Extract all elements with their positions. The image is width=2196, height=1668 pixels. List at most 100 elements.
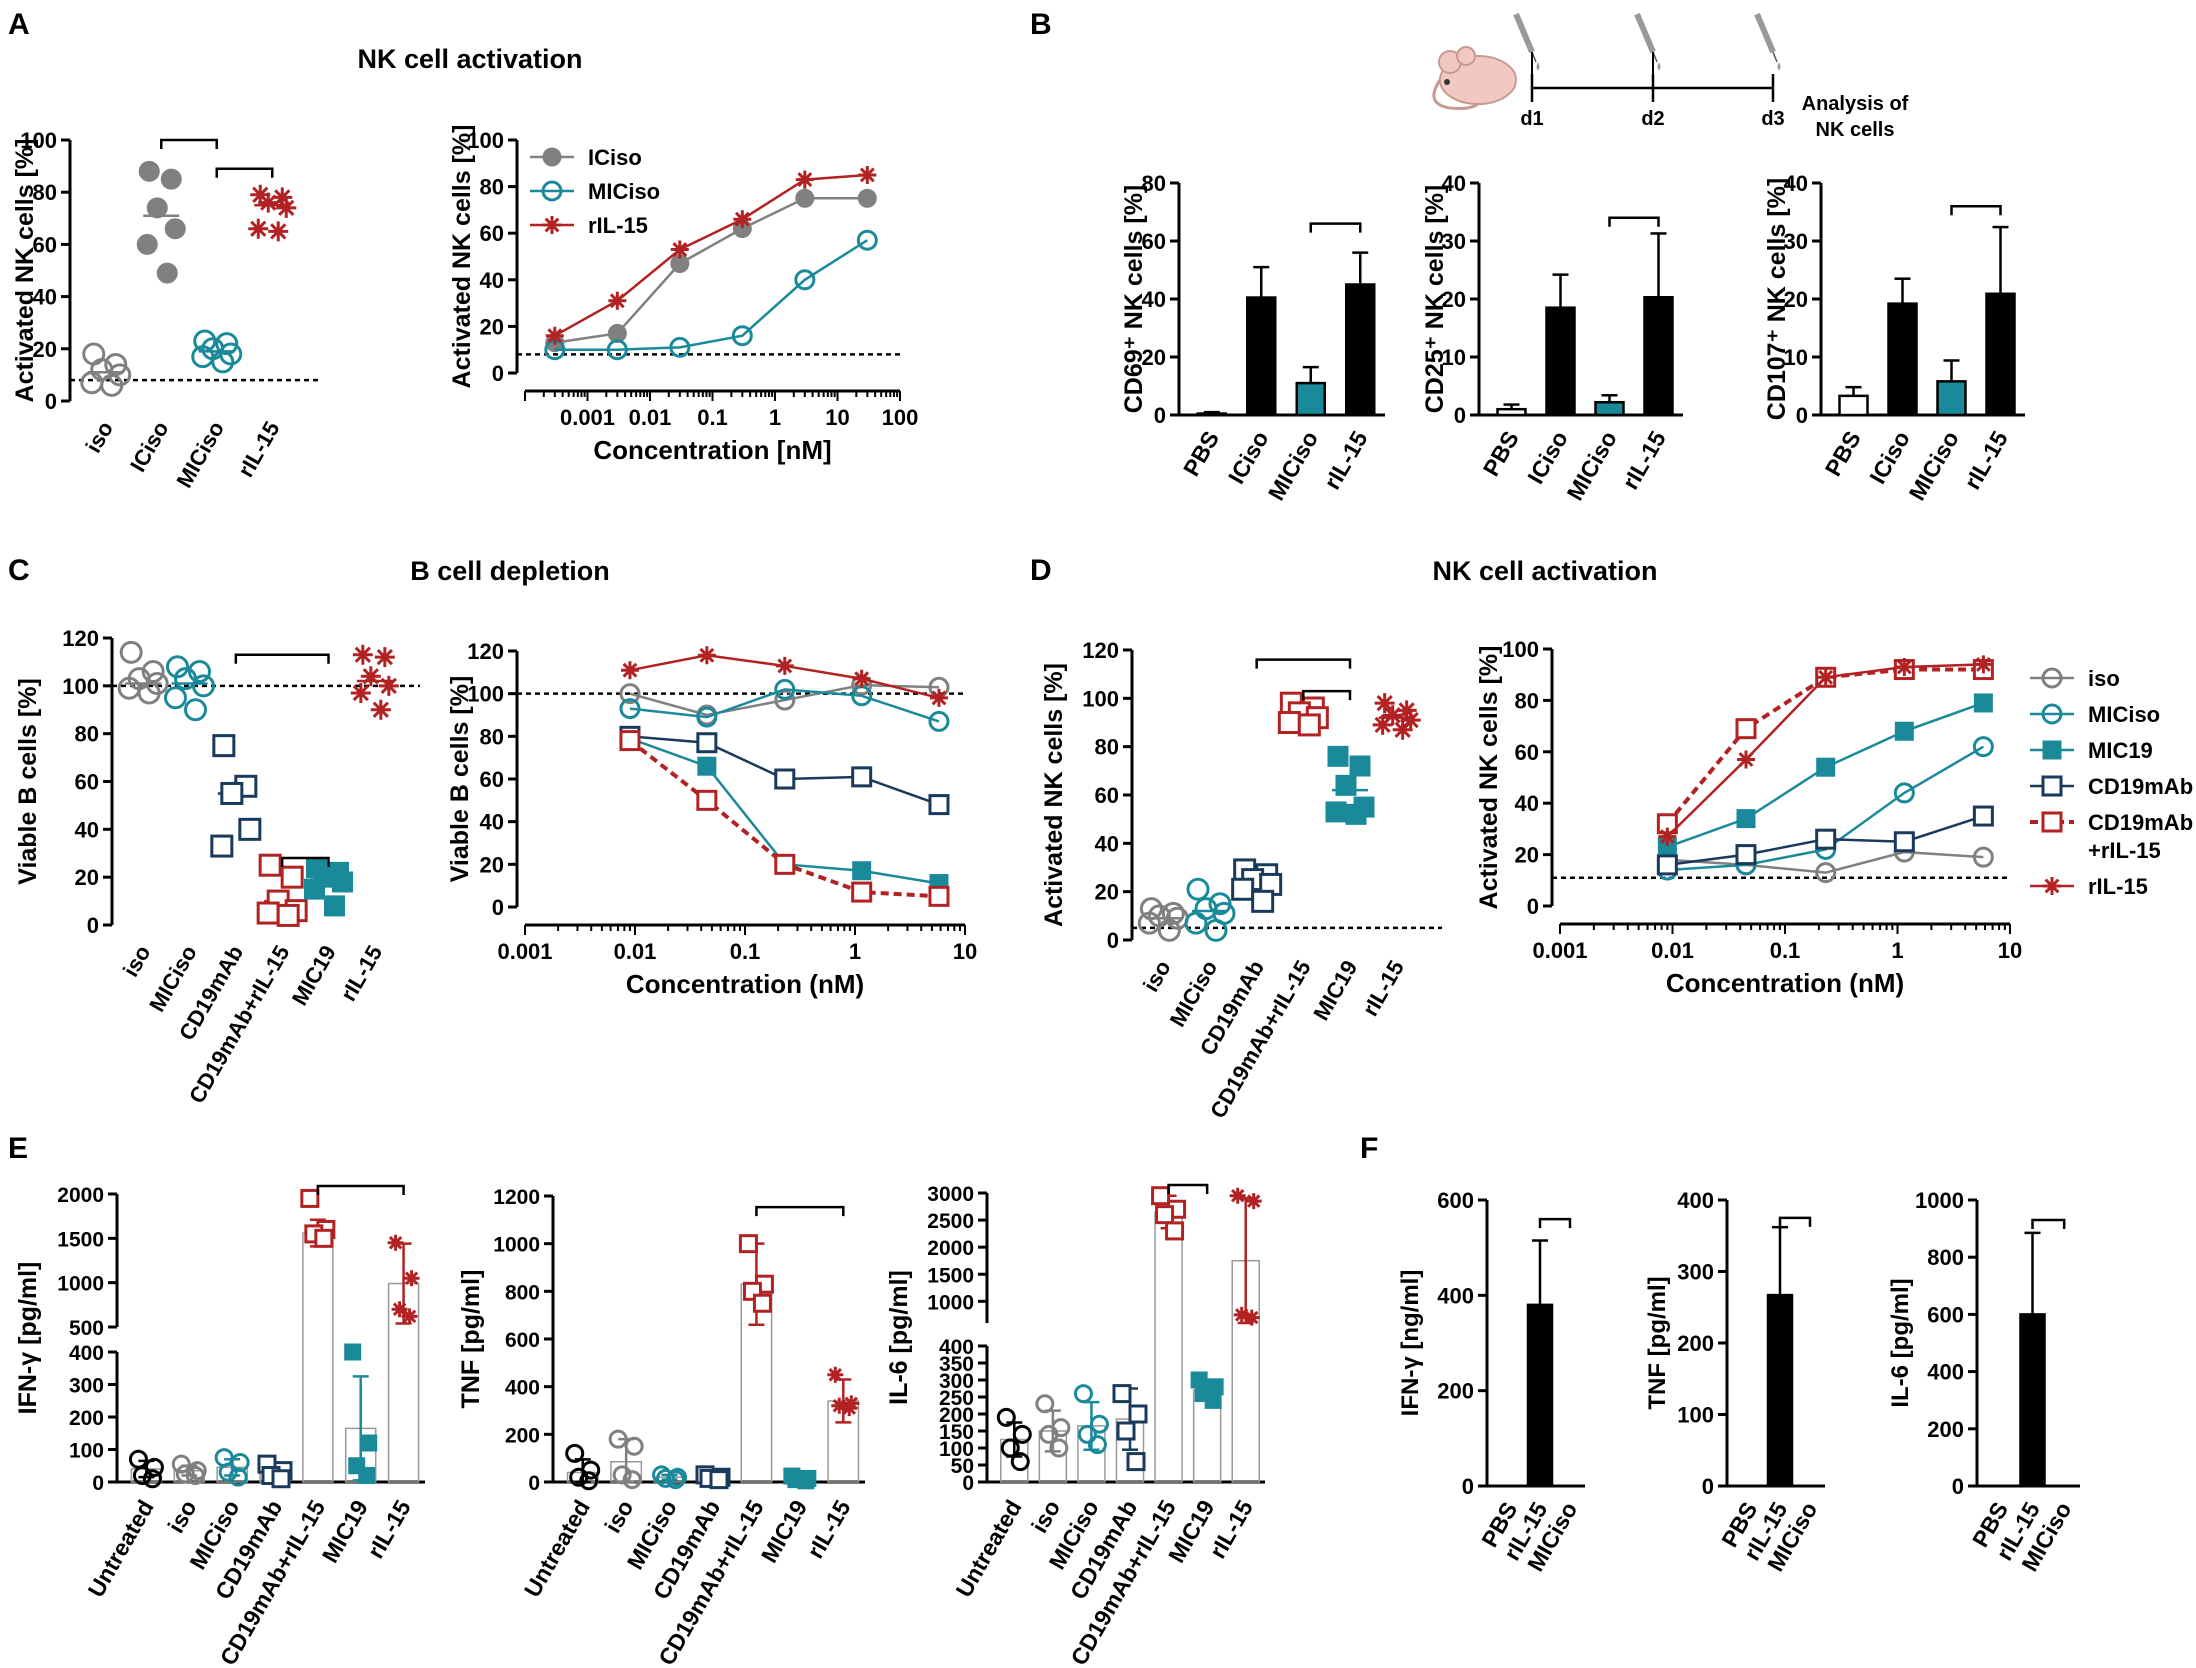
y-tick-label: 80 [1095,735,1119,760]
y-tick-label: 100 [467,682,504,707]
data-point [1382,705,1403,726]
data-point [272,187,293,208]
data-point [220,781,244,805]
y-tick-label: 250 [939,1387,974,1410]
data-point [156,262,178,284]
bar [1594,400,1625,417]
data-point [1126,1452,1146,1472]
data-point [352,644,373,665]
panel-letter-b: B [1030,8,1052,41]
y-tick-label: 1000 [927,1291,974,1314]
category-label: MIC19 [1308,956,1362,1025]
y-tick-label: 0 [1527,894,1539,919]
y-tick-label: 300 [69,1375,104,1398]
bar [2019,1313,2046,1488]
data-point [1349,755,1371,777]
y-tick-label: 0 [1462,1474,1474,1499]
x-axis-label: Concentration (nM) [626,969,864,999]
data-point [1894,721,1914,741]
data-point [1735,844,1757,866]
data-point [1087,1435,1107,1455]
y-tick-label: 60 [1142,229,1166,254]
series-line [1667,850,1984,874]
data-point [171,1454,191,1474]
legend-entry: CD19mAb [2030,774,2193,799]
bar [1496,407,1527,417]
data-point [142,1469,162,1489]
data-point [166,655,189,679]
data-point [928,885,950,907]
bar [1936,380,1967,417]
y-tick-label: 20 [1784,287,1808,312]
y-tick-label: 80 [33,180,57,205]
legend-marker [2041,703,2063,725]
y-tick-label: 600 [1437,1188,1474,1213]
y-tick-label: 0 [45,389,57,414]
y-tick-label: 40 [1095,831,1119,856]
day-label-1: d1 [1520,108,1543,130]
y-tick-label: 1500 [57,1228,104,1251]
legend-label: iso [2088,666,2120,691]
y-tick-label: 100 [467,128,504,153]
bar [1643,296,1674,417]
data-point [1815,862,1837,884]
data-point [370,699,391,720]
data-point [1233,1306,1250,1323]
analysis-label-line2: NK cells [1816,119,1895,141]
data-point [1035,1394,1055,1414]
data-point [141,659,165,683]
y-tick-label: 0 [962,1472,974,1495]
data-point [387,1234,404,1251]
data-point [668,1467,688,1487]
y-tick-label: 100 [62,674,99,699]
y-tick-label: 2500 [927,1210,974,1233]
data-point [212,734,236,758]
data-point [1012,1424,1032,1444]
y-axis-label: Activated NK cells [%] [1040,663,1068,927]
data-point [1251,889,1275,913]
y-tick-label: 100 [1502,637,1539,662]
data-point [858,165,877,184]
data-point [565,1443,585,1463]
data-point [622,1470,642,1490]
significance-bracket [1950,204,2002,216]
treatment-schematic: d1 d2 d3 Analysis of NK cells [1432,12,1909,141]
data-point [608,291,627,310]
panel-letter-c: C [8,554,30,587]
y-tick-label: 0 [492,895,504,920]
data-point [128,1449,148,1469]
category-label: rIL-15 [1959,426,2013,493]
y-tick-label: 350 [939,1353,974,1376]
data-point [1972,805,1994,827]
y-tick-label: 10 [1442,345,1466,370]
bar [1526,1303,1554,1488]
data-point [1816,757,1836,777]
y-tick-label: 400 [1677,1188,1714,1213]
data-point [612,1465,632,1485]
legend-entry: MIC19 [2030,738,2153,763]
data-point [928,794,950,816]
category-label: rIL-15 [1319,426,1373,493]
y-tick-label: 0 [528,1472,540,1495]
legend-entry: iso [2030,666,2120,691]
y-axis-label: IL-6 [pg/ml] [1887,1278,1914,1407]
bar [1766,1293,1794,1488]
data-point [775,656,794,675]
data-point [696,789,718,811]
significance-bracket [1309,222,1362,233]
data-point [1974,655,1993,674]
data-point [1128,1404,1148,1424]
data-point [378,675,399,696]
data-point [1396,700,1417,721]
category-label: iso [1026,1496,1065,1538]
panel-letter-a: A [8,8,30,41]
x-tick-label: 0.1 [730,939,761,964]
data-point [184,698,207,722]
legend-label: MICiso [2088,702,2160,727]
